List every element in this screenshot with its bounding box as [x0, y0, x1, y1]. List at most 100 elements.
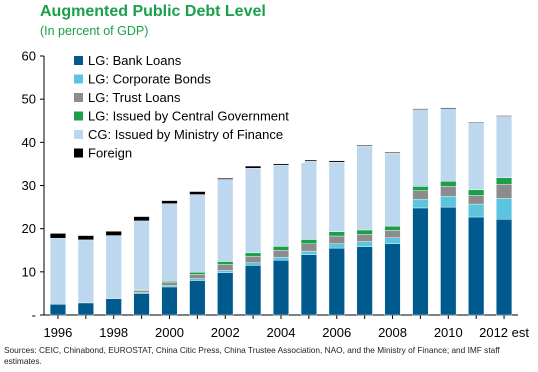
bar-segment-4 — [189, 194, 206, 273]
x-tick-label: 1996 — [43, 325, 72, 340]
bar-segment-5 — [245, 165, 262, 169]
legend-swatch — [74, 56, 83, 65]
bar-segment-3 — [496, 177, 513, 185]
bar-segment-4 — [133, 220, 150, 291]
bar-segment-3 — [328, 231, 345, 237]
bar-segment-3 — [300, 239, 317, 244]
bar-segment-1 — [440, 196, 457, 208]
bar-segment-5 — [133, 216, 150, 222]
legend-label: LG: Corporate Bonds — [88, 72, 211, 87]
bar-segment-4 — [440, 108, 457, 182]
bar-segment-5 — [49, 233, 66, 239]
x-tick-label: 2000 — [155, 325, 184, 340]
bar-segment-3 — [356, 229, 373, 235]
bar-segment-5 — [217, 177, 234, 180]
bar-segment-4 — [468, 123, 485, 191]
bar-segment-2 — [189, 274, 206, 279]
bar-segment-0 — [49, 304, 66, 316]
bar-segment-2 — [356, 234, 373, 242]
bar-segment-4 — [161, 203, 178, 282]
bar-segment-0 — [468, 216, 485, 316]
legend-label: LG: Issued by Central Government — [88, 109, 289, 124]
bar-segment-5 — [356, 145, 373, 147]
bar-segment-0 — [245, 265, 262, 316]
bar-segment-1 — [356, 241, 373, 247]
chart-bars — [49, 107, 513, 316]
y-tick-label: 20 — [22, 221, 36, 236]
bar-segment-1 — [496, 198, 513, 220]
bar-segment-5 — [496, 115, 513, 117]
bar-segment-0 — [356, 246, 373, 316]
bar-segment-2 — [300, 243, 317, 252]
bar-segment-4 — [105, 235, 122, 299]
bar-segment-1 — [189, 278, 206, 281]
chart-axes: - 10 20 30 40 50 60 1996 1998 2000 2002 2004 2006 200… — [22, 49, 530, 341]
source-note: Sources: CEIC, Chinabond, EUROSTAT, Chin… — [4, 345, 500, 366]
legend-swatch — [74, 148, 83, 158]
bar-segment-3 — [384, 225, 401, 231]
bar-segment-5 — [105, 231, 122, 236]
bar-segment-0 — [384, 243, 401, 316]
bar-segment-2 — [272, 250, 290, 258]
bar-segment-4 — [77, 239, 94, 304]
x-tick-label: 2006 — [322, 325, 351, 340]
x-tick-label: 2010 — [434, 325, 463, 340]
bar-segment-4 — [272, 165, 290, 247]
bar-segment-2 — [328, 235, 345, 244]
bar-segment-2 — [217, 264, 234, 271]
bar-segment-4 — [49, 237, 66, 305]
bar-segment-3 — [217, 261, 234, 265]
bar-segment-4 — [384, 152, 401, 227]
y-tick-label: 30 — [22, 178, 36, 193]
bar-segment-0 — [77, 302, 94, 316]
x-tick-label: 2008 — [378, 325, 407, 340]
bar-segment-5 — [272, 163, 290, 166]
bar-segment-3 — [412, 186, 429, 191]
y-tick-label: 60 — [22, 49, 36, 64]
legend-background — [68, 51, 305, 163]
bar-segment-2 — [412, 190, 429, 200]
legend-label: Foreign — [88, 146, 132, 161]
bar-segment-2 — [496, 184, 513, 199]
bar-segment-5 — [189, 191, 206, 195]
chart-title: Augmented Public Debt Level — [40, 3, 266, 20]
bar-segment-0 — [328, 247, 345, 316]
x-tick-label: 2004 — [267, 325, 296, 340]
bar-segment-3 — [468, 189, 485, 196]
chart-subtitle: (In percent of GDP) — [40, 24, 149, 38]
bar-segment-4 — [217, 179, 234, 262]
bar-segment-4 — [356, 146, 373, 231]
legend-label: LG: Bank Loans — [88, 53, 182, 68]
bar-segment-0 — [189, 280, 206, 316]
y-tick-label: 50 — [22, 92, 36, 107]
bar-segment-3 — [440, 180, 457, 187]
bar-segment-4 — [412, 109, 429, 187]
bar-segment-1 — [245, 262, 262, 266]
bar-segment-3 — [189, 272, 206, 275]
bar-segment-5 — [384, 152, 401, 154]
bar-segment-0 — [105, 298, 122, 316]
y-tick-label: 10 — [22, 264, 36, 279]
legend-label: CG: Issued by Ministry of Finance — [88, 127, 283, 142]
bar-segment-1 — [468, 203, 485, 218]
chart-legend: LG: Bank Loans LG: Corporate Bonds LG: Tru… — [68, 51, 305, 163]
x-tick-label: 1998 — [99, 325, 128, 340]
bar-segment-0 — [272, 259, 290, 316]
bar-segment-2 — [440, 186, 457, 197]
legend-swatch — [74, 130, 83, 139]
bar-segment-2 — [245, 256, 262, 263]
bar-segment-0 — [300, 254, 317, 316]
bar-segment-4 — [328, 161, 345, 232]
bar-segment-0 — [217, 272, 234, 316]
y-tick-label: - — [32, 308, 36, 323]
bar-segment-3 — [272, 246, 290, 251]
bar-segment-2 — [468, 195, 485, 205]
bar-segment-2 — [161, 282, 178, 286]
bar-segment-5 — [468, 122, 485, 124]
bar-segment-3 — [245, 252, 262, 257]
bar-segment-4 — [245, 168, 262, 254]
bar-segment-1 — [412, 199, 429, 209]
bar-segment-5 — [440, 107, 457, 109]
legend-swatch — [74, 111, 83, 121]
